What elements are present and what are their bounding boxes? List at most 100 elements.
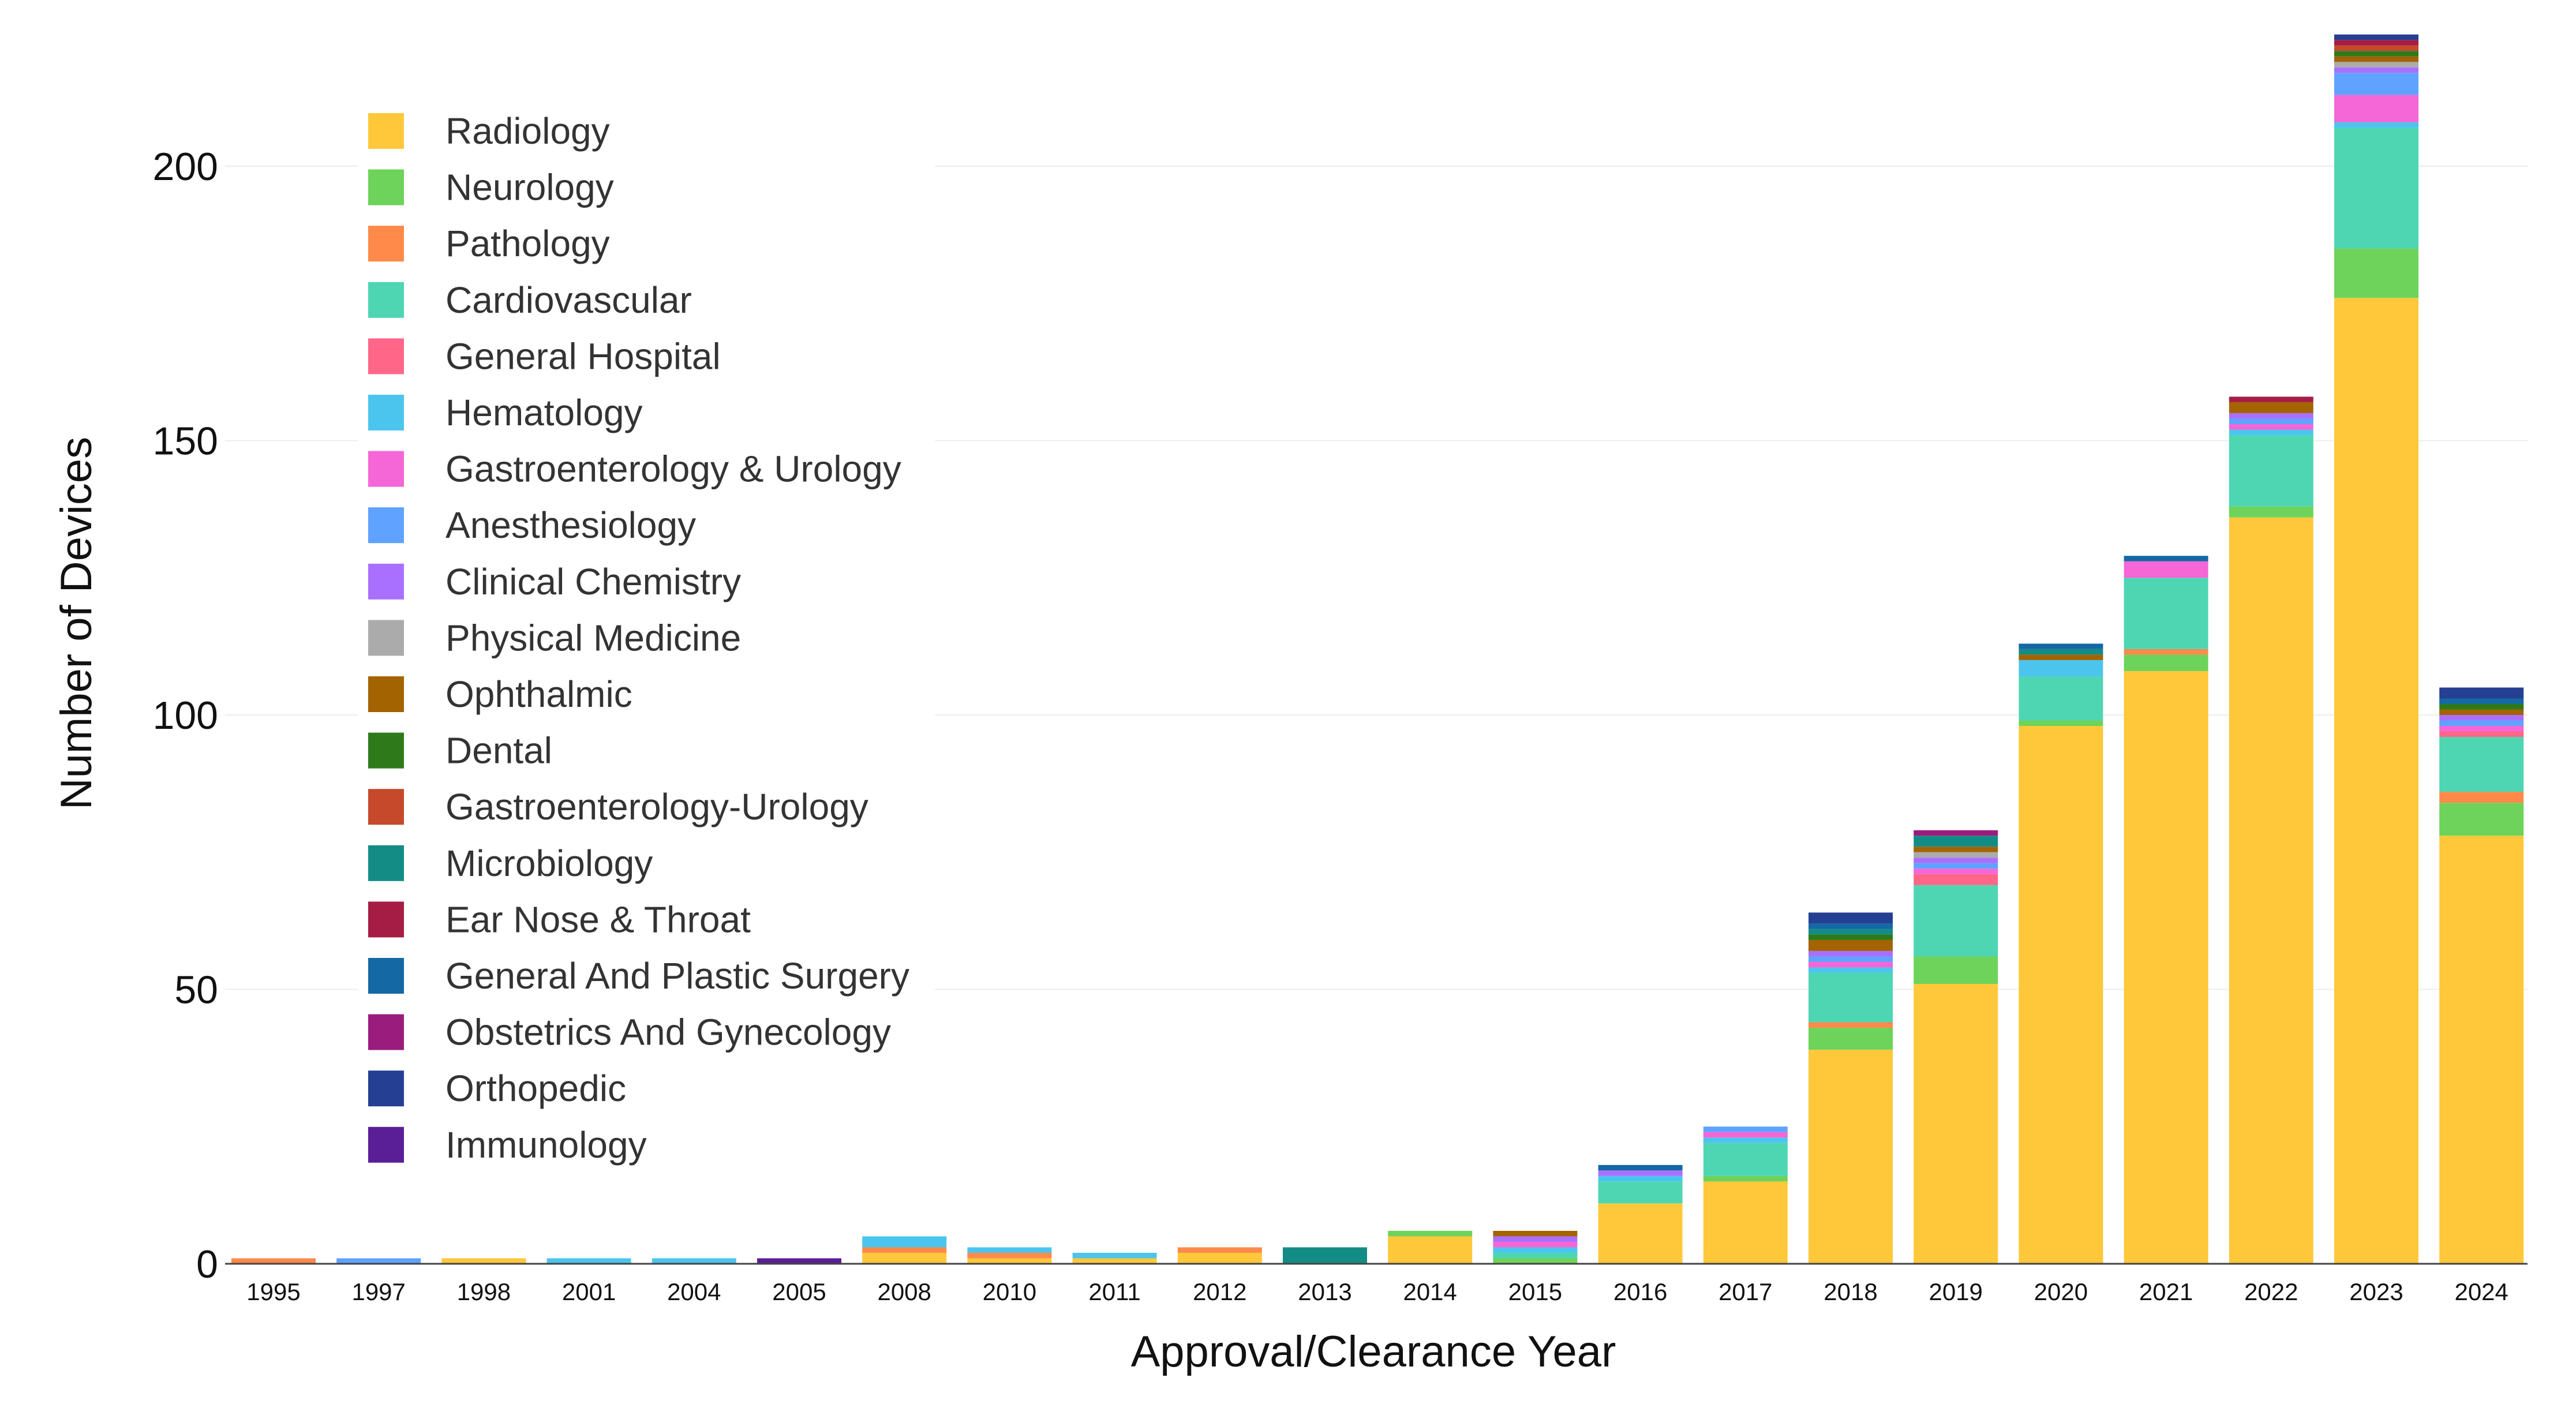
legend-label: Ear Nose & Throat xyxy=(445,898,751,940)
x-tick-label: 2017 xyxy=(1718,1278,1772,1305)
bar-segment xyxy=(1493,1252,1578,1259)
bar-segment xyxy=(2439,720,2524,727)
x-tick-label: 2023 xyxy=(2349,1278,2403,1305)
legend-swatch xyxy=(368,845,404,881)
legend-swatch xyxy=(368,451,404,487)
x-tick-label: 2005 xyxy=(772,1278,826,1305)
bar-segment xyxy=(1914,847,1998,852)
x-tick-label: 1995 xyxy=(246,1278,300,1305)
bar-segment xyxy=(2334,62,2418,68)
y-tick-label: 0 xyxy=(196,1242,218,1286)
bar-segment xyxy=(1493,1247,1578,1253)
legend-swatch xyxy=(368,1014,404,1050)
bar-segment xyxy=(652,1258,736,1264)
bar-segment xyxy=(1914,830,1998,836)
bar-segment xyxy=(1598,1165,1683,1171)
bar-segment xyxy=(1809,1050,1893,1264)
x-tick-label: 2014 xyxy=(1403,1278,1457,1305)
x-tick-label: 1997 xyxy=(351,1278,405,1305)
bars xyxy=(231,34,2524,1264)
bar-segment xyxy=(1914,874,1998,885)
bar-segment xyxy=(1177,1247,1262,1253)
bar-segment xyxy=(2334,248,2418,298)
x-tick-label: 2020 xyxy=(2034,1278,2088,1305)
bar-segment xyxy=(1388,1230,1473,1237)
bar-segment xyxy=(1809,950,1893,957)
bar-segment xyxy=(441,1258,526,1264)
legend-swatch xyxy=(368,226,404,262)
bar-segment xyxy=(2229,517,2313,1264)
bar-segment xyxy=(2439,698,2524,704)
x-tick-label: 1998 xyxy=(457,1278,511,1305)
bar-segment xyxy=(1703,1181,1788,1264)
x-tick-label: 2019 xyxy=(1929,1278,1982,1305)
bar-segment xyxy=(1809,934,1893,940)
bar-segment xyxy=(1809,912,1893,924)
bar-segment xyxy=(1177,1252,1262,1264)
bar-segment xyxy=(1809,961,1893,968)
bar-segment xyxy=(2439,687,2524,699)
bar-segment xyxy=(1809,923,1893,929)
bar-segment xyxy=(2229,396,2313,402)
bar-segment xyxy=(1914,956,1998,984)
bar-segment xyxy=(2124,649,2208,655)
x-tick-label: 2010 xyxy=(983,1278,1036,1305)
x-tick-label: 2011 xyxy=(1088,1278,1140,1305)
legend-label: Hematology xyxy=(445,392,643,433)
bar-segment xyxy=(1809,928,1893,935)
bar-segment xyxy=(2334,45,2418,51)
bar-segment xyxy=(2439,731,2524,737)
legend-label: Immunology xyxy=(445,1124,647,1166)
bar-segment xyxy=(862,1247,947,1253)
bar-segment xyxy=(2019,660,2103,677)
bar-segment xyxy=(1493,1230,1578,1237)
bar-segment xyxy=(2019,676,2103,721)
bar-segment xyxy=(336,1258,421,1264)
legend-label: Anesthesiology xyxy=(445,504,696,546)
bar-segment xyxy=(2019,649,2103,655)
bar-segment xyxy=(1914,836,1998,847)
legend-swatch xyxy=(368,563,404,600)
bar-segment xyxy=(2334,122,2418,128)
bar-segment xyxy=(2439,836,2524,1264)
bar-segment xyxy=(2439,737,2524,792)
y-axis-title: Number of Devices xyxy=(52,437,101,810)
bar-segment xyxy=(1914,858,1998,863)
bar-segment xyxy=(2334,95,2418,122)
y-tick-label: 100 xyxy=(153,694,218,737)
legend: Radiology Neurology Pathology Cardiovascula… xyxy=(358,92,935,1177)
bar-segment xyxy=(1703,1126,1788,1132)
bar-segment xyxy=(2229,435,2313,507)
bar-segment xyxy=(2229,413,2313,419)
x-tick-label: 2008 xyxy=(877,1278,931,1305)
bar-segment xyxy=(1914,983,1998,1264)
bar-segment xyxy=(2334,298,2418,1264)
bar-segment xyxy=(2019,720,2103,727)
legend-label: Neurology xyxy=(445,167,614,208)
legend-label: Clinical Chemistry xyxy=(445,561,741,602)
bar-segment xyxy=(2334,40,2418,46)
legend-swatch xyxy=(368,901,404,938)
x-tick-label: 2001 xyxy=(562,1278,616,1305)
bar-segment xyxy=(1914,863,1998,869)
legend-label: Orthopedic xyxy=(445,1068,626,1109)
bar-segment xyxy=(1598,1170,1683,1176)
bar-segment xyxy=(2334,128,2418,249)
x-axis-ticks: 1995 1997 1998 2001 2004 2005 2008 2010 2011 2012… xyxy=(246,1278,2508,1305)
legend-swatch xyxy=(368,1070,404,1107)
bar-segment xyxy=(1809,1022,1893,1028)
legend-swatch xyxy=(368,113,404,149)
legend-swatch xyxy=(368,620,404,656)
bar-segment xyxy=(1493,1236,1578,1242)
bar-segment xyxy=(967,1252,1052,1259)
bar-segment xyxy=(1493,1241,1578,1248)
y-axis-ticks: 0 50 100 150 200 xyxy=(153,145,218,1286)
bar-segment xyxy=(1809,939,1893,951)
x-tick-label: 2016 xyxy=(1613,1278,1667,1305)
bar-segment xyxy=(2334,73,2418,95)
bar-segment xyxy=(2439,792,2524,803)
y-tick-label: 50 xyxy=(174,968,218,1012)
bar-segment xyxy=(2124,561,2208,578)
bar-segment xyxy=(2229,418,2313,424)
